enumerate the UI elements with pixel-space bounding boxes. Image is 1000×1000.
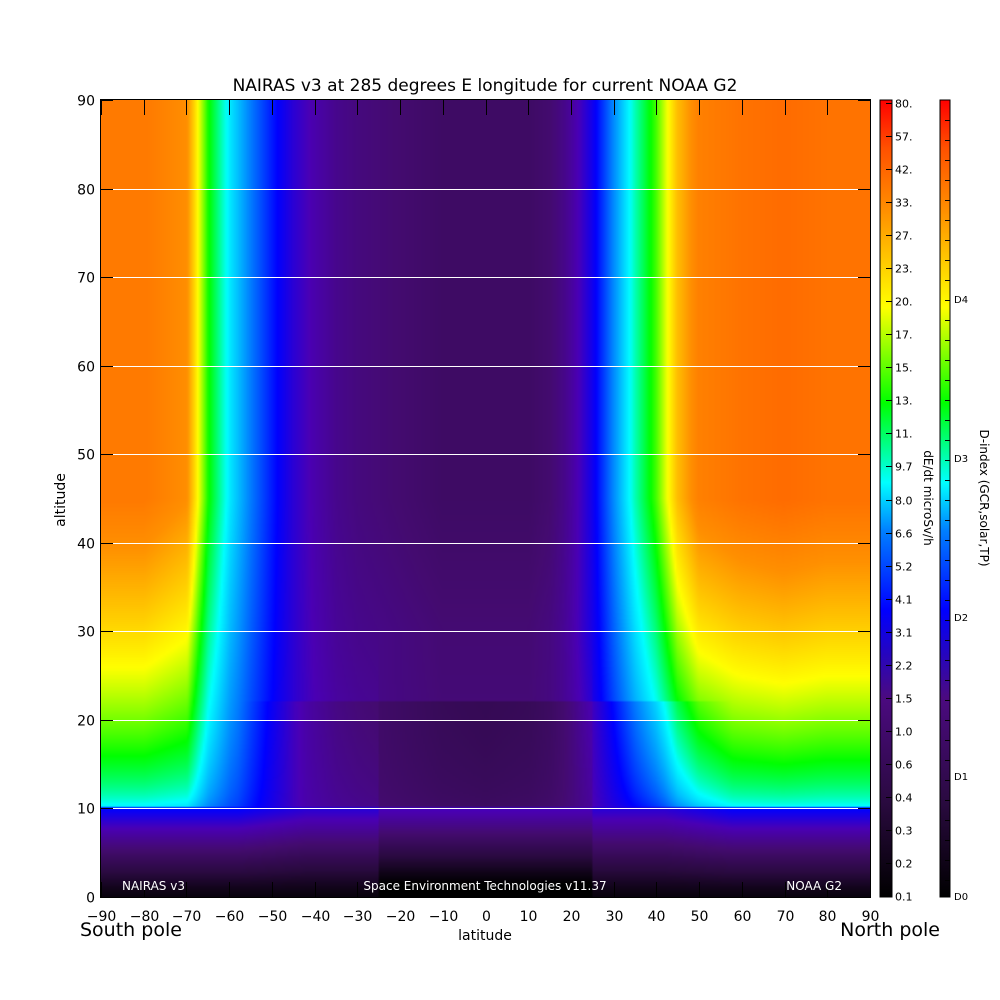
x-tick-label: −40: [301, 909, 331, 925]
x-tick-label: −60: [215, 909, 245, 925]
dose-colorbar-tick-label: 1.0: [895, 726, 913, 739]
dose-colorbar-tick-label: 3.1: [895, 627, 913, 640]
dose-colorbar-tick-label: 0.6: [895, 759, 913, 772]
dose-colorbar-tick-label: 5.2: [895, 561, 913, 574]
grid-lines: [101, 189, 870, 809]
dose-colorbar-tick-label: 8.0: [895, 495, 913, 508]
dose-colorbar-tick-label: 11.: [895, 428, 913, 441]
x-tick-label: −80: [130, 909, 160, 925]
y-tick-label: 40: [77, 537, 95, 553]
dindex-colorbar-gradient: [939, 99, 951, 898]
heatmap-field: [101, 100, 870, 897]
dose-colorbar-tick-label: 0.3: [895, 825, 913, 838]
footer-center: Space Environment Technologies v11.37: [363, 879, 606, 893]
dose-colorbar-tick-label: 33.: [895, 197, 913, 210]
y-tick-label: 60: [77, 360, 95, 376]
x-tick-label: −20: [386, 909, 416, 925]
dose-colorbar-tick-label: 9.7: [895, 461, 913, 474]
dose-colorbar-tick-label: 80.: [895, 98, 913, 111]
x-tick-label: 20: [563, 909, 581, 925]
y-axis-tick-labels: 0 10 20 30 40 50 60 70 80 90: [77, 94, 95, 907]
dose-colorbar-tick-label: 13.: [895, 395, 913, 408]
x-tick-label: 70: [777, 909, 795, 925]
dose-colorbar-tick-label: 0.2: [895, 858, 913, 871]
heatmap-plot-area: NAIRAS v3 Space Environment Technologies…: [100, 99, 871, 898]
dindex-colorbar-ticks: D0 D1 D2 D3 D4: [945, 120, 968, 903]
x-tick-label: 60: [734, 909, 752, 925]
dose-colorbar-tick-label: 4.1: [895, 594, 913, 607]
footer-left: NAIRAS v3: [122, 879, 185, 893]
y-tick-label: 70: [77, 271, 95, 287]
y-tick-label: 30: [77, 625, 95, 641]
dindex-colorbar-tick-label: D2: [954, 613, 968, 624]
dose-colorbar-tick-label: 17.: [895, 329, 913, 342]
dose-colorbar-tick-label: 23.: [895, 263, 913, 276]
dose-colorbar-label: dE/dt microSv/h: [921, 450, 935, 545]
x-tick-label: −50: [258, 909, 288, 925]
x-tick-label: 80: [819, 909, 837, 925]
y-axis-label: altitude: [53, 473, 69, 527]
y-tick-label: 90: [77, 94, 95, 110]
dindex-colorbar-tick-label: D3: [954, 454, 968, 465]
dindex-colorbar-tick-label: D0: [954, 892, 968, 903]
x-axis-label: latitude: [458, 928, 512, 944]
dindex-colorbar-tick-label: D1: [954, 772, 968, 783]
x-tick-label: 30: [606, 909, 624, 925]
x-tick-label: −10: [429, 909, 459, 925]
x-tick-label: 50: [691, 909, 709, 925]
dose-colorbar-tick-label: 0.1: [895, 891, 913, 904]
y-tick-label: 0: [86, 891, 95, 907]
dindex-colorbar-label: D-index (GCR,solar,TP): [977, 429, 991, 566]
dindex-colorbar: D0 D1 D2 D3 D4 D-index (GCR,solar,TP): [939, 99, 991, 903]
north-pole-label: North pole: [840, 919, 940, 941]
dose-colorbar-tick-label: 0.4: [895, 792, 913, 805]
y-tick-label: 10: [77, 802, 95, 818]
y-tick-label: 20: [77, 714, 95, 730]
dose-colorbar-tick-label: 6.6: [895, 528, 913, 541]
plot-frame: [100, 99, 871, 898]
y-tick-label: 80: [77, 183, 95, 199]
dose-colorbar-tick-label: 1.5: [895, 693, 913, 706]
dose-colorbar-tick-label: 2.2: [895, 660, 913, 673]
x-tick-label: −70: [172, 909, 202, 925]
footer-right: NOAA G2: [786, 879, 842, 893]
x-tick-label: −30: [343, 909, 373, 925]
dose-colorbar-tick-label: 42.: [895, 164, 913, 177]
x-axis-ticks: [101, 100, 871, 897]
x-tick-label: −90: [87, 909, 117, 925]
y-tick-label: 50: [77, 448, 95, 464]
south-pole-label: South pole: [80, 919, 182, 941]
x-axis-tick-labels: −90 −80 −70 −60 −50 −40 −30 −20 −10 0 10 20 30 40 50 60…: [87, 909, 880, 925]
dose-colorbar-tick-label: 20.: [895, 296, 913, 309]
dose-colorbar-gradient: [879, 99, 893, 898]
x-tick-label: 0: [482, 909, 491, 925]
dose-colorbar: 0.1 0.2 0.3 0.4 0.6 1.0 1.5 2.2 3.1 4.1 5.2 6.6 8.0 9…: [879, 98, 935, 904]
dindex-colorbar-tick-label: D4: [954, 295, 968, 306]
x-tick-label: 40: [648, 909, 666, 925]
dose-colorbar-tick-label: 57.: [895, 131, 913, 144]
x-tick-label: 10: [520, 909, 538, 925]
chart-title: NAIRAS v3 at 285 degrees E longitude for…: [233, 76, 738, 96]
dose-colorbar-tick-label: 15.: [895, 362, 913, 375]
dose-colorbar-tick-label: 27.: [895, 230, 913, 243]
x-tick-label: 90: [862, 909, 880, 925]
y-axis-ticks: [101, 100, 870, 898]
dose-colorbar-ticks: 0.1 0.2 0.3 0.4 0.6 1.0 1.5 2.2 3.1 4.1 5.2 6.6 8.0 9…: [886, 98, 913, 904]
